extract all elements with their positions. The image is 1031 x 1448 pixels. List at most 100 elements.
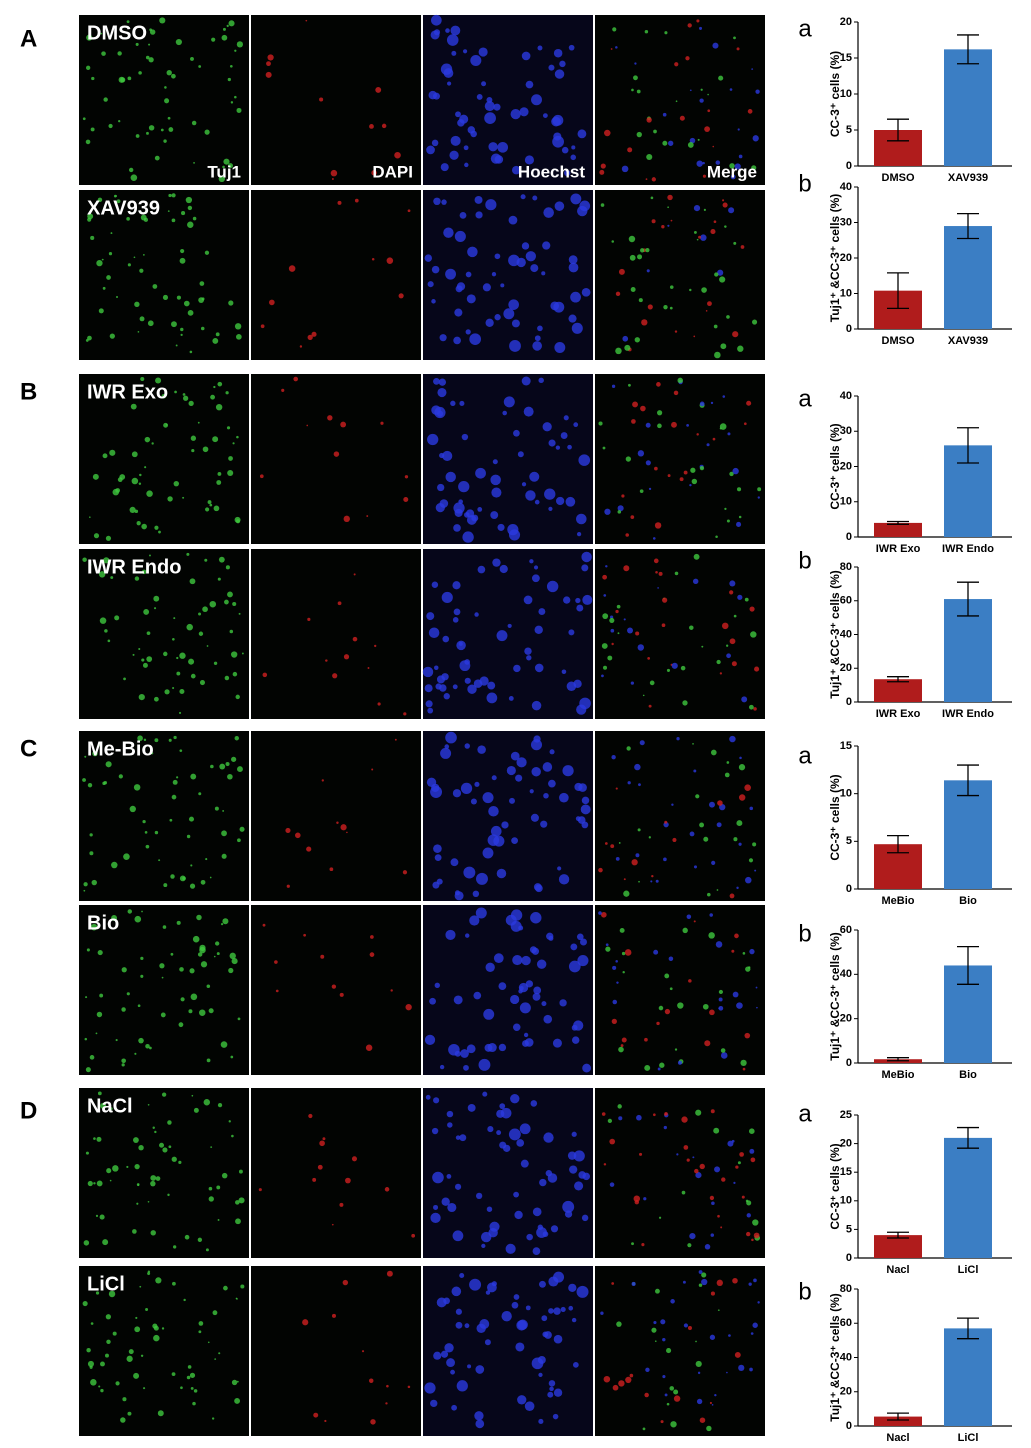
cell-dot [674,1048,678,1051]
cell-dot [307,617,311,621]
cell-dot [637,450,645,457]
cell-dot [543,207,554,218]
cell-dot [484,112,496,125]
cell-dot [722,395,726,398]
cell-dot [452,684,458,690]
cell-dot [482,1091,488,1097]
cell-dot [407,209,411,213]
cell-dot [543,792,549,799]
cell-dot [99,744,102,747]
cell-dot [464,162,469,168]
cell-dot [549,1386,554,1392]
cell-dot [433,844,442,853]
cell-dot [126,1355,133,1362]
cell-dot [577,129,587,139]
cell-dot [568,262,579,273]
cell-dot [752,842,757,847]
cell-dot [100,1388,104,1393]
cell-dot [138,1037,144,1044]
cell-dot [604,129,611,137]
cell-dot [477,745,486,754]
cell-dot [631,859,638,866]
cell-dot [91,76,95,81]
cell-dot [164,689,170,695]
cell-dot [164,86,167,89]
cell-dot [718,1005,724,1011]
cell-dot [134,1163,140,1170]
cell-dot [571,1024,578,1031]
cell-dot [198,1330,202,1334]
cell-dot [188,816,195,822]
cell-dot [210,1146,213,1149]
cell-dot [532,1247,541,1255]
cell-dot [507,623,512,629]
cell-dot [192,216,197,221]
cell-dot [654,466,658,471]
cell-dot [565,496,576,507]
cell-dot [538,1418,544,1424]
cell-dot [236,333,242,340]
cell-dot [571,1317,577,1323]
micrograph [595,15,765,185]
cell-dot [217,1218,220,1221]
cell-dot [178,1160,182,1164]
cell-dot [196,914,202,921]
cell-dot [755,986,758,989]
channel-label: Tuj1 [207,162,241,181]
cell-dot [641,319,648,326]
cell-dot [154,738,159,743]
cell-dot [738,515,742,519]
cell-dot [531,574,540,583]
cell-dot [721,1177,726,1182]
cell-dot [609,1182,615,1187]
cell-dot [139,473,142,477]
cell-dot [333,451,340,457]
cell-dot [88,563,92,567]
cell-dot [141,658,145,662]
cell-dot [699,822,705,828]
cell-dot [620,1044,624,1047]
cell-dot [661,225,665,229]
cell-dot [439,499,449,508]
cell-dot [602,446,606,450]
cell-dot [658,1005,664,1011]
cell-dot [738,842,742,846]
cell-dot [186,834,191,839]
x-tick-label: XAV939 [948,172,988,184]
cell-dot [580,804,591,815]
cell-dot [223,1285,228,1291]
cell-dot [478,47,488,57]
cell-dot [669,987,673,991]
error-bar [887,520,909,525]
cell-dot [716,822,722,828]
condition-label: NaCl [87,1095,133,1117]
cell-dot [601,643,608,649]
y-tick-label: 40 [840,1351,852,1363]
cell-dot [485,318,494,327]
y-tick-label: 0 [846,696,852,708]
cell-dot [459,1272,465,1278]
y-tick-label: 15 [840,740,852,752]
cell-dot [121,1063,125,1067]
cell-dot [433,378,440,385]
cell-dot [499,564,508,574]
cell-dot [744,1032,751,1039]
cell-dot [674,62,679,67]
cell-dot [742,1067,746,1071]
cell-dot [737,345,744,352]
cell-dot [374,644,377,648]
cell-dot [556,496,565,506]
cell-dot [680,665,686,671]
cell-dot [660,1420,664,1424]
cell-dot [123,677,126,681]
cell-dot [173,735,177,740]
cell-dot [581,287,591,297]
cell-dot [148,125,155,131]
cell-dot [521,955,531,966]
cell-dot [192,1401,196,1406]
cell-dot [454,230,466,242]
cell-dot [231,651,238,658]
cell-dot [464,659,471,665]
cell-dot [451,1286,462,1297]
cell-dot [101,258,104,261]
